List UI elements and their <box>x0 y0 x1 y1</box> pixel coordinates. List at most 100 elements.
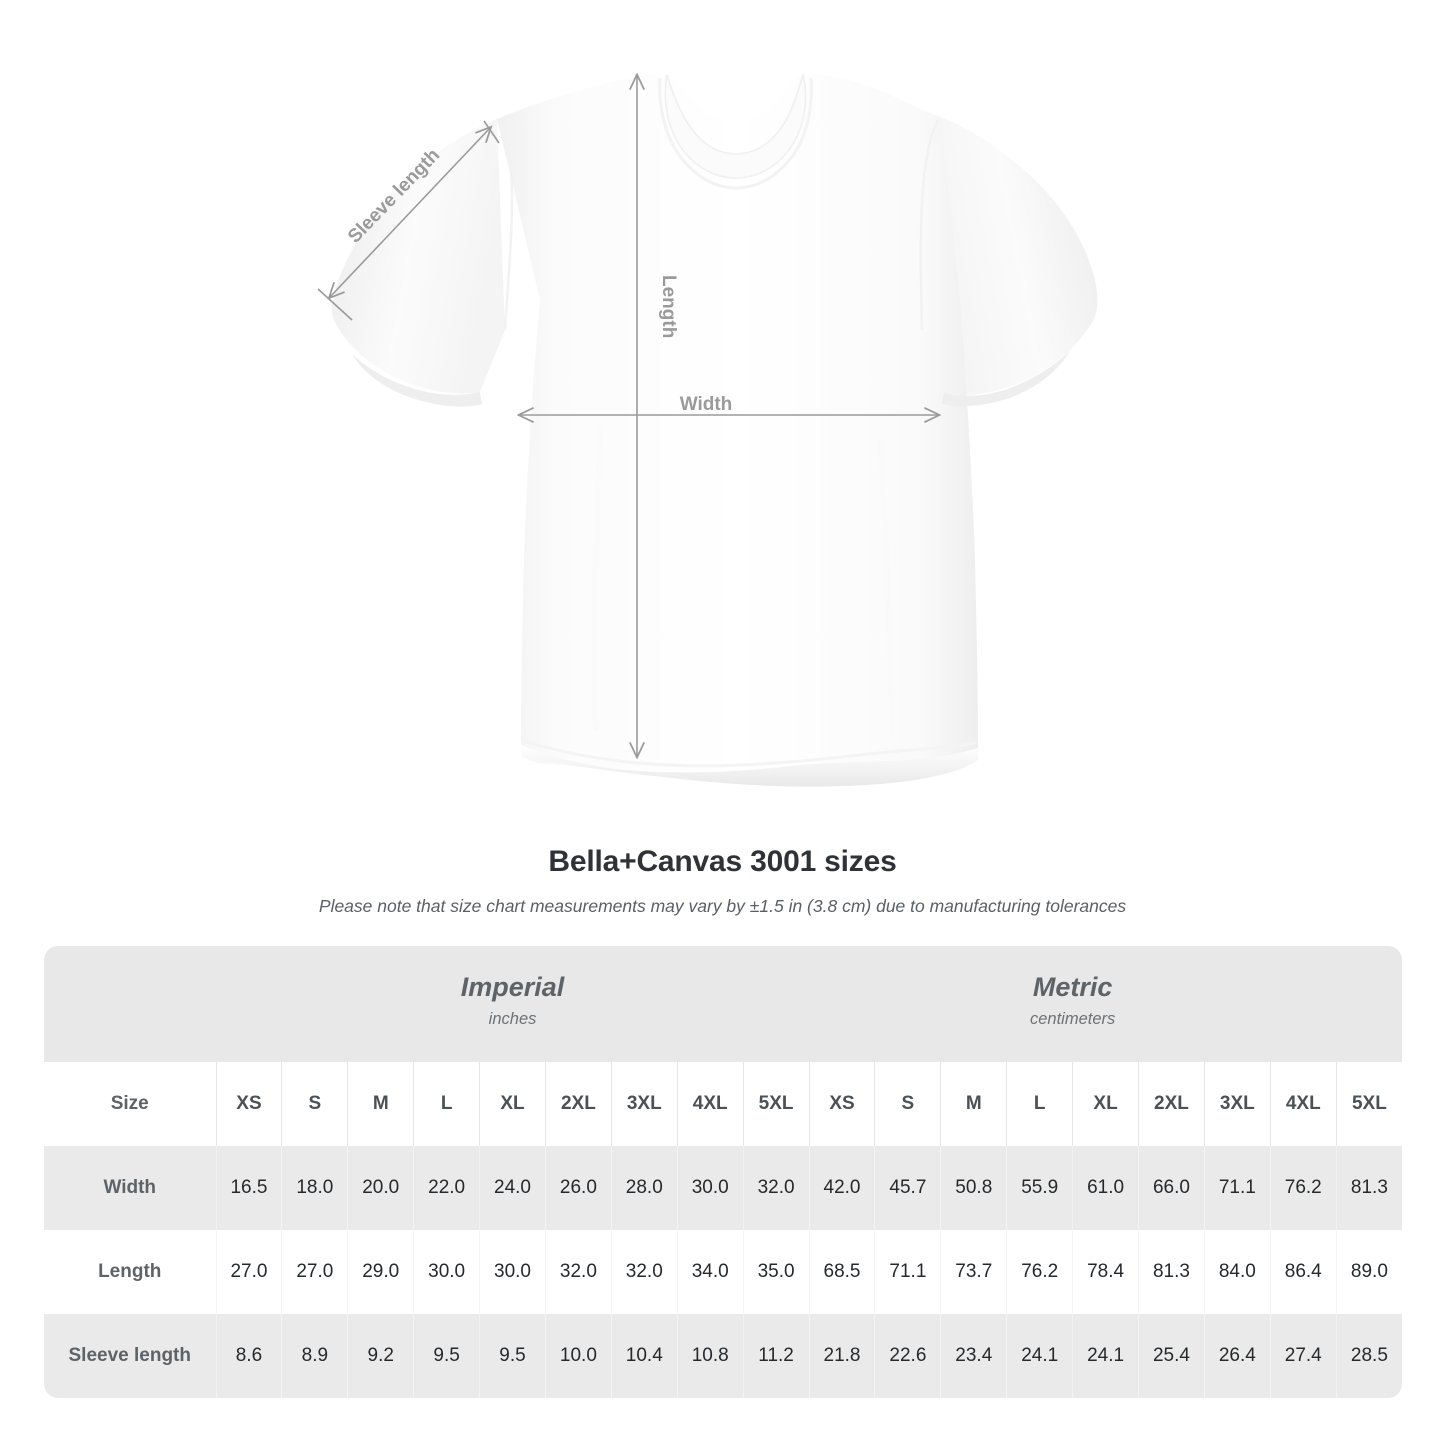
col-header-m-imperial: M <box>347 1062 414 1146</box>
cell-width-2xl-in: 26.0 <box>544 1146 612 1230</box>
cell-length-3xl-in: 32.0 <box>610 1230 678 1314</box>
right-sleeve-hem <box>942 350 1070 407</box>
cell-width-s-in: 18.0 <box>281 1146 348 1230</box>
unit-header-row: Imperial inches Metric centimeters <box>44 946 1403 1062</box>
cell-sleeve-m-in: 9.2 <box>347 1314 414 1398</box>
cell-width-3xl-cm: 71.1 <box>1203 1146 1271 1230</box>
cell-sleeve-l-cm: 24.1 <box>1006 1314 1073 1398</box>
col-header-xs-imperial: XS <box>215 1062 282 1146</box>
col-header-l-metric: L <box>1006 1062 1073 1146</box>
cell-sleeve-3xl-cm: 26.4 <box>1203 1314 1271 1398</box>
size-row-label: Size <box>44 1062 216 1146</box>
cell-sleeve-2xl-cm: 25.4 <box>1138 1314 1205 1398</box>
table-row-width: Width 16.5 18.0 20.0 22.0 24.0 26.0 28.0… <box>44 1146 1403 1230</box>
collar <box>664 71 807 179</box>
cell-width-l-cm: 55.9 <box>1006 1146 1073 1230</box>
cell-width-s-cm: 45.7 <box>874 1146 941 1230</box>
imperial-label: Imperial <box>460 972 565 1003</box>
cell-sleeve-l-in: 9.5 <box>413 1314 480 1398</box>
cell-width-4xl-in: 30.0 <box>676 1146 744 1230</box>
cell-sleeve-3xl-in: 10.4 <box>610 1314 678 1398</box>
col-header-xl-metric: XL <box>1072 1062 1139 1146</box>
col-header-3xl-metric: 3XL <box>1203 1062 1271 1146</box>
cell-length-l-cm: 76.2 <box>1006 1230 1073 1314</box>
col-header-5xl-metric: 5XL <box>1335 1062 1403 1146</box>
metric-label: Metric <box>1032 972 1113 1003</box>
cell-sleeve-xs-cm: 21.8 <box>808 1314 875 1398</box>
col-header-s-imperial: S <box>281 1062 348 1146</box>
table-row-length: Length 27.0 27.0 29.0 30.0 30.0 32.0 32.… <box>44 1230 1403 1314</box>
cell-width-2xl-cm: 66.0 <box>1138 1146 1205 1230</box>
col-header-3xl-imperial: 3XL <box>610 1062 678 1146</box>
cell-length-xs-cm: 68.5 <box>808 1230 875 1314</box>
cell-length-2xl-cm: 81.3 <box>1138 1230 1205 1314</box>
metric-unit: centimeters <box>1030 1010 1116 1029</box>
tshirt-diagram: Sleeve length Length Width <box>317 71 1098 787</box>
tolerance-note: Please note that size chart measurements… <box>318 896 1127 916</box>
cell-width-l-in: 22.0 <box>413 1146 480 1230</box>
col-header-xs-metric: XS <box>808 1062 875 1146</box>
cell-length-l-in: 30.0 <box>413 1230 480 1314</box>
cell-length-2xl-in: 32.0 <box>544 1230 612 1314</box>
col-header-2xl-imperial: 2XL <box>544 1062 612 1146</box>
imperial-unit: inches <box>488 1010 537 1029</box>
tshirt-illustration: Sleeve length Length Width <box>317 71 1098 787</box>
cell-length-s-in: 27.0 <box>281 1230 348 1314</box>
table-row-sleeve-length: Sleeve length 8.6 8.9 9.2 9.5 9.5 10.0 1… <box>44 1314 1403 1398</box>
cell-sleeve-xl-cm: 24.1 <box>1072 1314 1139 1398</box>
size-chart-table: Imperial inches Metric centimeters Size … <box>44 946 1403 1398</box>
unit-blank-cell <box>44 946 216 1062</box>
cell-sleeve-2xl-in: 10.0 <box>544 1314 612 1398</box>
col-header-s-metric: S <box>874 1062 941 1146</box>
cell-length-xl-in: 30.0 <box>479 1230 546 1314</box>
col-header-xl-imperial: XL <box>479 1062 546 1146</box>
col-header-l-imperial: L <box>413 1062 480 1146</box>
cell-width-5xl-in: 32.0 <box>742 1146 810 1230</box>
cell-sleeve-m-cm: 23.4 <box>940 1314 1007 1398</box>
cell-sleeve-s-cm: 22.6 <box>874 1314 941 1398</box>
cell-sleeve-xl-in: 9.5 <box>479 1314 546 1398</box>
width-label: Width <box>680 394 733 415</box>
cell-width-m-in: 20.0 <box>347 1146 414 1230</box>
cell-length-xs-in: 27.0 <box>215 1230 282 1314</box>
unit-blank-cell-right <box>1336 946 1403 1062</box>
row-label-width: Width <box>44 1146 216 1230</box>
cell-width-3xl-in: 28.0 <box>610 1146 678 1230</box>
cell-sleeve-4xl-cm: 27.4 <box>1269 1314 1337 1398</box>
size-header-row: Size XS S M L XL 2XL 3XL 4XL 5XL XS S M … <box>44 1062 1403 1146</box>
metric-unit-cell: Metric centimeters <box>809 946 1337 1062</box>
cell-sleeve-4xl-in: 10.8 <box>676 1314 744 1398</box>
cell-length-m-in: 29.0 <box>347 1230 414 1314</box>
cell-length-xl-cm: 78.4 <box>1072 1230 1139 1314</box>
cell-width-xl-in: 24.0 <box>479 1146 546 1230</box>
length-label: Length <box>658 275 679 338</box>
row-label-length: Length <box>44 1230 216 1314</box>
left-sleeve-hem <box>352 354 482 407</box>
cell-length-5xl-in: 35.0 <box>742 1230 810 1314</box>
cell-length-4xl-in: 34.0 <box>676 1230 744 1314</box>
cell-length-s-cm: 71.1 <box>874 1230 941 1314</box>
cell-length-m-cm: 73.7 <box>940 1230 1007 1314</box>
row-label-sleeve-length: Sleeve length <box>44 1314 216 1398</box>
col-header-4xl-metric: 4XL <box>1269 1062 1337 1146</box>
cell-width-4xl-cm: 76.2 <box>1269 1146 1337 1230</box>
cell-sleeve-5xl-cm: 28.5 <box>1335 1314 1403 1398</box>
cell-width-5xl-cm: 81.3 <box>1335 1146 1403 1230</box>
cell-width-xs-cm: 42.0 <box>808 1146 875 1230</box>
cell-sleeve-s-in: 8.9 <box>281 1314 348 1398</box>
cell-length-4xl-cm: 86.4 <box>1269 1230 1337 1314</box>
imperial-unit-cell: Imperial inches <box>216 946 810 1062</box>
cell-length-3xl-cm: 84.0 <box>1203 1230 1271 1314</box>
col-header-5xl-imperial: 5XL <box>742 1062 810 1146</box>
cell-width-m-cm: 50.8 <box>940 1146 1007 1230</box>
col-header-2xl-metric: 2XL <box>1138 1062 1205 1146</box>
width-annotation: Width <box>520 394 938 415</box>
cell-sleeve-xs-in: 8.6 <box>215 1314 282 1398</box>
cell-length-5xl-cm: 89.0 <box>1335 1230 1403 1314</box>
col-header-4xl-imperial: 4XL <box>676 1062 744 1146</box>
shirt-garment <box>331 71 1098 787</box>
cell-width-xl-cm: 61.0 <box>1072 1146 1139 1230</box>
col-header-m-metric: M <box>940 1062 1007 1146</box>
bottom-hem <box>521 745 978 787</box>
cell-width-xs-in: 16.5 <box>215 1146 282 1230</box>
